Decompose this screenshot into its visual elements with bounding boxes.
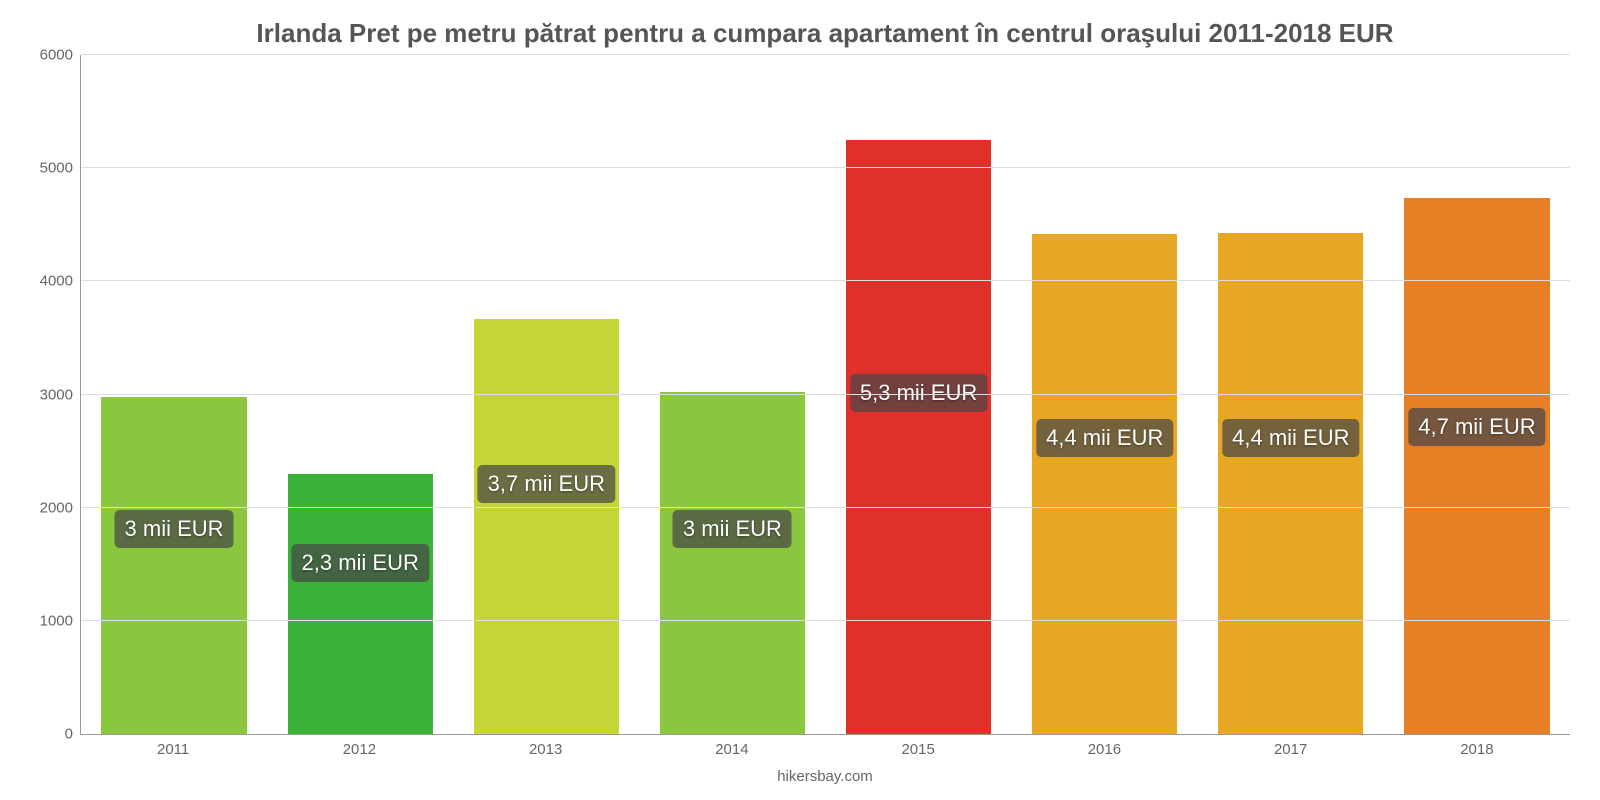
bar: 2,3 mii EUR [288,474,433,734]
plot-area: 3 mii EUR 2,3 mii EUR 3,7 mii EUR 3 mii EUR… [80,55,1570,735]
y-tick-label: 5000 [40,160,81,177]
bar-value-label: 3,7 mii EUR [478,465,615,503]
x-tick-label: 2018 [1384,741,1570,758]
x-tick-label: 2015 [825,741,1011,758]
grid-line [81,620,1570,621]
bar-value-label: 4,4 mii EUR [1222,419,1359,457]
bar-value-label: 4,7 mii EUR [1408,408,1545,446]
bar: 4,4 mii EUR [1218,233,1363,734]
bar-value-label: 3 mii EUR [115,510,234,548]
bar: 3 mii EUR [101,397,246,734]
bar-value-label: 3 mii EUR [673,510,792,548]
bar: 4,7 mii EUR [1404,198,1549,734]
y-tick-label: 1000 [40,612,81,629]
bar-slot: 2,3 mii EUR [267,55,453,734]
bar-slot: 4,4 mii EUR [1198,55,1384,734]
bar: 4,4 mii EUR [1032,234,1177,734]
chart-container: Irlanda Pret pe metru pătrat pentru a cu… [0,0,1600,800]
bar: 3,7 mii EUR [474,319,619,734]
y-tick-label: 4000 [40,273,81,290]
x-tick-label: 2014 [639,741,825,758]
y-tick-label: 3000 [40,386,81,403]
grid-line [81,394,1570,395]
y-tick-label: 0 [65,726,81,743]
bar-value-label: 4,4 mii EUR [1036,419,1173,457]
chart-title: Irlanda Pret pe metru pătrat pentru a cu… [80,18,1570,49]
x-tick-label: 2012 [266,741,452,758]
x-tick-label: 2011 [80,741,266,758]
x-tick-label: 2017 [1198,741,1384,758]
x-tick-label: 2013 [453,741,639,758]
grid-line [81,507,1570,508]
x-axis-labels: 20112012201320142015201620172018 [80,741,1570,758]
bar-slot: 3,7 mii EUR [453,55,639,734]
y-tick-label: 2000 [40,499,81,516]
x-tick-label: 2016 [1011,741,1197,758]
bar-value-label: 2,3 mii EUR [291,544,428,582]
bar-slot: 3 mii EUR [639,55,825,734]
bar-slot: 4,7 mii EUR [1384,55,1570,734]
grid-line [81,54,1570,55]
bar-slot: 4,4 mii EUR [1012,55,1198,734]
bar-slot: 5,3 mii EUR [826,55,1012,734]
bars-group: 3 mii EUR 2,3 mii EUR 3,7 mii EUR 3 mii EUR… [81,55,1570,734]
y-tick-label: 6000 [40,47,81,64]
bar: 3 mii EUR [660,392,805,734]
chart-credit: hikersbay.com [80,768,1570,785]
grid-line [81,167,1570,168]
bar-slot: 3 mii EUR [81,55,267,734]
grid-line [81,280,1570,281]
bar: 5,3 mii EUR [846,140,991,734]
